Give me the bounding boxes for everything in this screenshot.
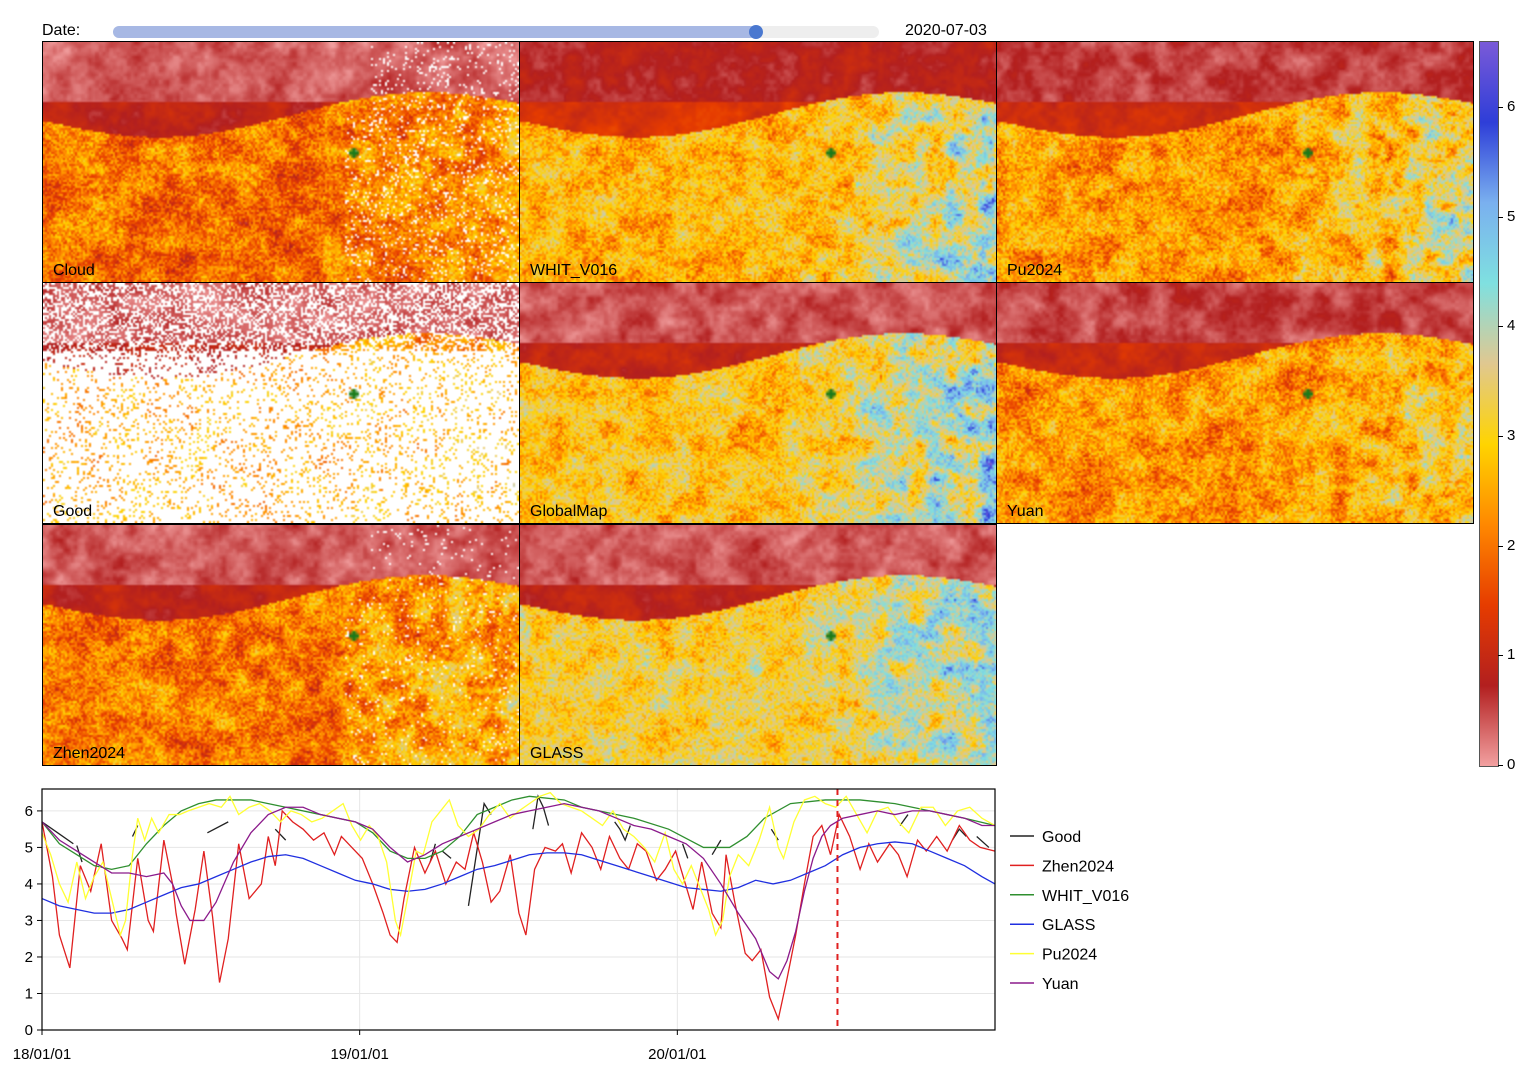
colorbar-tick-mark <box>1498 435 1503 437</box>
series-zhen2024-line <box>41 809 996 1022</box>
date-value: 2020-07-03 <box>905 22 987 39</box>
series-pu2024-line <box>41 791 996 938</box>
series-glass-line <box>41 841 996 914</box>
plot-area <box>42 789 995 1030</box>
map-panel-glass[interactable]: GLASS <box>519 524 997 766</box>
series-good-line <box>614 821 631 842</box>
map-panel-whit-v016[interactable]: WHIT_V016 <box>519 41 997 283</box>
map-panel-globalmap[interactable]: GlobalMap <box>519 282 997 524</box>
map-panel-label: GLASS <box>530 745 584 762</box>
legend-label: GLASS <box>1042 917 1095 934</box>
series-good-line <box>41 821 74 845</box>
series-good-line <box>711 839 722 856</box>
plot-frame <box>41 788 996 1031</box>
map-panel-label: WHIT_V016 <box>530 262 618 279</box>
map-panel-label: Cloud <box>53 262 95 279</box>
map-panel-label: Yuan <box>1007 503 1044 520</box>
map-panel-zhen2024[interactable]: Zhen2024 <box>42 524 520 766</box>
map-raster <box>997 283 1473 523</box>
series-good-line <box>429 843 437 863</box>
series-good-line <box>532 794 550 830</box>
map-panel-pu2024[interactable]: Pu2024 <box>996 41 1474 283</box>
series-good-line <box>76 845 83 863</box>
y-tick-label: 1 <box>25 985 33 1002</box>
legend-label: Pu2024 <box>1042 947 1097 964</box>
map-raster <box>520 42 996 282</box>
colorbar <box>1479 41 1499 767</box>
colorbar-tick-mark <box>1498 326 1503 328</box>
series-whit-v016-line <box>41 795 996 870</box>
y-tick-label: 2 <box>25 949 33 966</box>
colorbar-tick-label: 3 <box>1507 426 1516 444</box>
colorbar-tick-mark <box>1498 216 1503 218</box>
map-raster <box>43 283 519 523</box>
map-panel-label: Zhen2024 <box>53 745 126 762</box>
legend-label: Good <box>1042 829 1081 846</box>
map-panel-label: Pu2024 <box>1007 262 1063 279</box>
series-yuan-line <box>41 802 995 980</box>
date-slider-handle[interactable] <box>749 25 764 39</box>
map-panel-yuan[interactable]: Yuan <box>996 282 1474 524</box>
colorbar-tick-mark <box>1498 765 1503 766</box>
colorbar-tick-label: 6 <box>1507 97 1516 115</box>
map-raster <box>520 525 996 765</box>
colorbar-tick-label: 5 <box>1507 207 1516 225</box>
colorbar-tick-mark <box>1498 106 1503 108</box>
map-panel-cloud[interactable]: Cloud <box>42 41 520 283</box>
date-slider-fill <box>113 26 757 38</box>
colorbar-tick-label: 0 <box>1507 756 1516 773</box>
y-tick-label: 6 <box>25 803 33 820</box>
legend-label: Zhen2024 <box>1042 858 1114 875</box>
x-tick-label: 20/01/01 <box>648 1046 706 1063</box>
series-good-line <box>441 850 452 859</box>
colorbar-tick-label: 4 <box>1507 317 1516 335</box>
map-raster <box>520 283 996 523</box>
series-good-line <box>207 821 229 834</box>
legend-label: Yuan <box>1042 976 1078 993</box>
colorbar-tick-label: 1 <box>1507 646 1516 664</box>
x-tick-label: 19/01/01 <box>330 1046 388 1063</box>
series-good-line <box>951 828 967 841</box>
y-tick-label: 0 <box>25 1022 33 1039</box>
series-good-line <box>274 828 287 841</box>
date-label: Date: <box>42 22 81 39</box>
series-good-line <box>681 843 689 859</box>
colorbar-tick-label: 2 <box>1507 536 1516 554</box>
map-raster <box>997 42 1473 282</box>
series-good-line <box>131 825 139 837</box>
y-tick-label: 3 <box>25 912 33 929</box>
date-slider[interactable] <box>113 25 879 39</box>
map-panel-label: GlobalMap <box>530 503 608 520</box>
map-raster <box>43 525 519 765</box>
colorbar-tick-mark <box>1498 655 1503 657</box>
legend-label: WHIT_V016 <box>1042 888 1129 905</box>
series-good-line <box>467 801 492 906</box>
map-raster <box>43 42 519 282</box>
series-good-line <box>770 828 779 841</box>
y-tick-label: 4 <box>25 876 33 893</box>
series-good-line <box>899 814 909 826</box>
x-tick-label: 18/01/01 <box>13 1046 71 1063</box>
map-panel-good[interactable]: Good <box>42 282 520 524</box>
map-panel-label: Good <box>53 503 93 520</box>
y-tick-label: 5 <box>25 839 33 856</box>
colorbar-tick-mark <box>1498 545 1503 547</box>
series-good-line <box>976 835 990 848</box>
